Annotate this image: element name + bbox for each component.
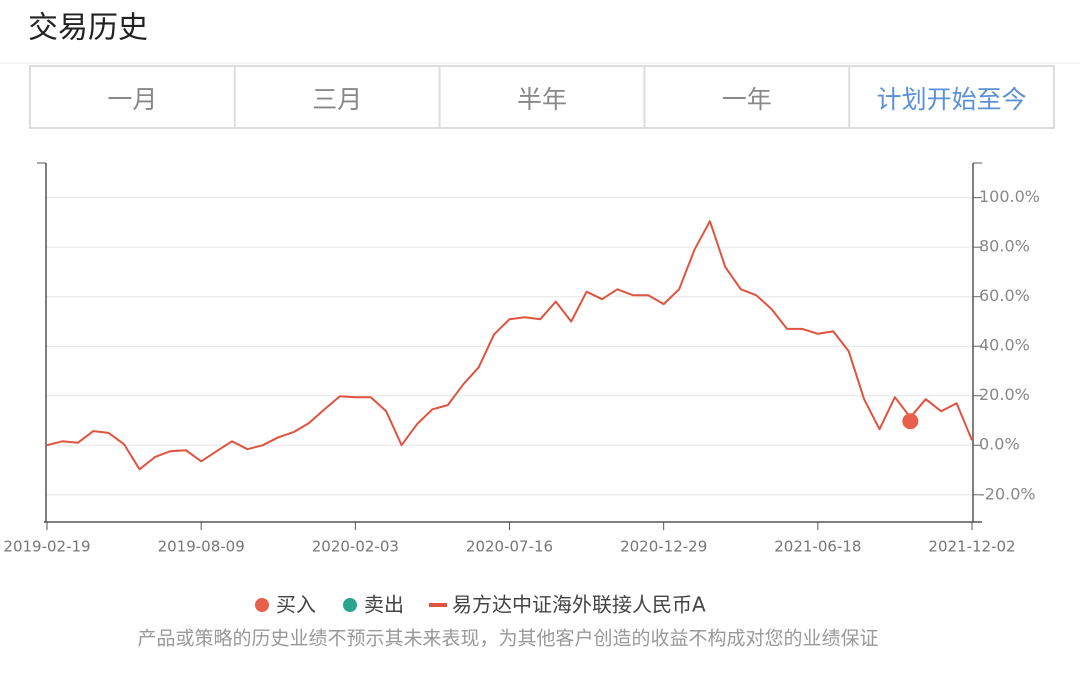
x-tick-label: 2019-08-09 xyxy=(158,538,245,556)
tab[interactable]: 半年 xyxy=(438,66,567,128)
data-line xyxy=(46,220,973,471)
x-tick-label: 2021-06-18 xyxy=(774,538,861,556)
legend-item[interactable]: 卖出 xyxy=(343,593,404,617)
tab-label[interactable]: 半年 xyxy=(517,85,567,114)
y-tick-label: -20.0% xyxy=(979,484,1036,503)
x-tick-label: 2021-12-02 xyxy=(928,538,1015,556)
legend-dot xyxy=(255,598,269,612)
y-tick-label: 80.0% xyxy=(979,237,1030,256)
tab[interactable]: 三月 xyxy=(233,66,362,128)
tab-label[interactable]: 计划开始至今 xyxy=(877,85,1027,114)
tab-frame xyxy=(29,65,1055,129)
legend-label: 卖出 xyxy=(364,593,404,617)
legend-label: 买入 xyxy=(276,593,316,617)
tab-bar: 一月 三月 半年 一年 计划开始至今 xyxy=(29,65,1055,129)
tab[interactable]: 一月 xyxy=(107,85,157,114)
x-tick-label: 2019-02-19 xyxy=(3,538,90,556)
y-tick-label: 100.0% xyxy=(979,187,1040,206)
x-tick-label: 2020-02-03 xyxy=(312,538,399,556)
tab[interactable]: 一年 xyxy=(643,66,772,128)
disclaimer: 产品或策略的历史业绩不预示其未来表现，为其他客户创造的收益不构成对您的业绩保证 xyxy=(137,628,878,650)
legend-dot xyxy=(343,598,357,612)
x-tick-label: 2020-07-16 xyxy=(466,538,553,556)
tab-label[interactable]: 一年 xyxy=(722,85,772,114)
chart: -20.0% 0.0% 20.0% 40.0% 60.0% 80.0% 100.0% 2019… xyxy=(3,162,1040,617)
y-tick-label: 60.0% xyxy=(979,286,1030,305)
y-tick-label: 40.0% xyxy=(979,336,1030,355)
tab[interactable]: 计划开始至今 xyxy=(848,66,1027,128)
trade-dot xyxy=(902,413,919,430)
legend-label: 易方达中证海外联接人民币A xyxy=(452,593,706,617)
tab-label[interactable]: 一月 xyxy=(107,85,157,114)
legend: 买入 卖出 易方达中证海外联接人民币A xyxy=(255,593,706,617)
y-tick-label: 20.0% xyxy=(979,385,1030,404)
legend-item[interactable]: 易方达中证海外联接人民币A xyxy=(429,593,706,617)
x-tick-label: 2020-12-29 xyxy=(620,538,707,556)
legend-dash xyxy=(429,603,447,607)
y-tick-label: 0.0% xyxy=(979,435,1020,454)
tab-label[interactable]: 三月 xyxy=(312,85,362,114)
legend-item[interactable]: 买入 xyxy=(255,593,316,617)
page-title: 交易历史 xyxy=(28,11,148,46)
